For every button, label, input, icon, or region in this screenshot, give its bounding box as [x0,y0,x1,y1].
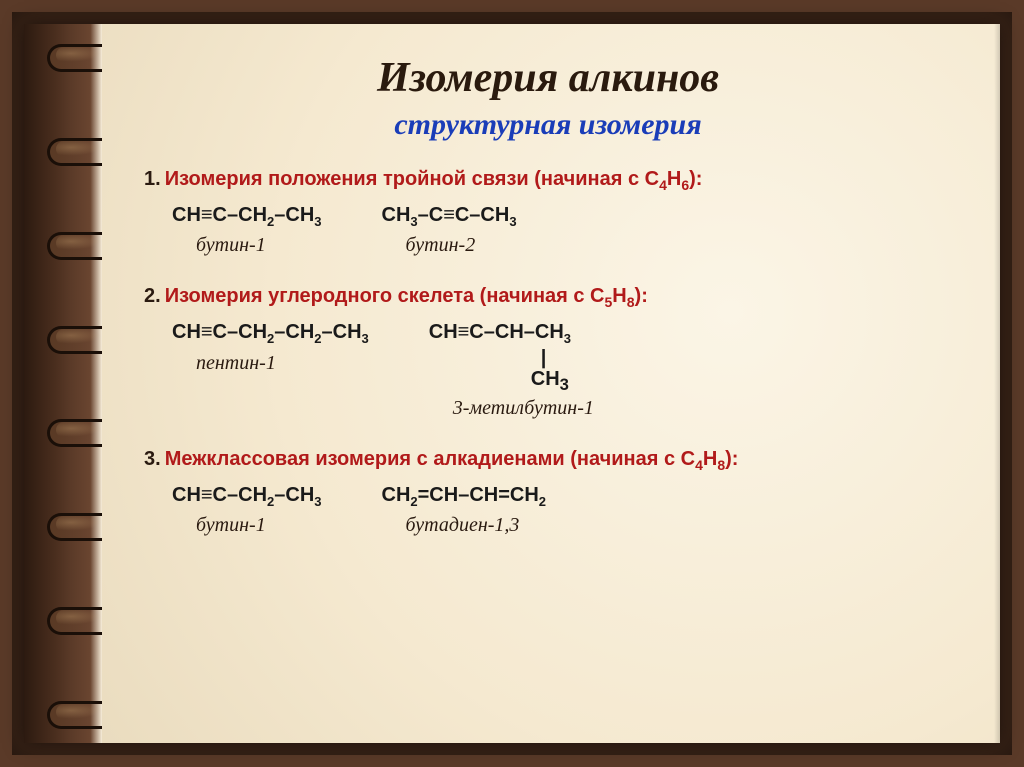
formula-block: CH2=CH–CH=CH2 бутадиен-1,3 [382,483,547,537]
ring-icon [34,605,92,631]
page-wrap: Изомерия алкинов структурная изомерия 1.… [24,24,1000,743]
formula-row: CH≡C–CH2–CH3 бутин-1 CH3–C≡C–CH3 бутин-2 [144,203,952,257]
section: 2.Изомерия углеродного скелета (начиная … [144,285,952,420]
compound-label: бутин-2 [382,234,517,257]
chemical-formula: CH≡C–CH–CH3 [429,320,594,347]
ring-icon [34,417,92,443]
formula-block: CH≡C–CH–CH3|CH3 3-метилбутин-1 [429,320,594,420]
page-content: Изомерия алкинов структурная изомерия 1.… [102,24,1000,743]
section-heading: 3.Межклассовая изомерия с алкадиенами (н… [144,448,952,473]
notebook-spine [24,24,102,743]
chemical-formula: CH≡C–CH2–CH2–CH3 [172,320,369,347]
compound-label: 3-метилбутин-1 [429,397,594,420]
formula-branch: |CH3 [429,348,594,394]
compound-label: бутадиен-1,3 [382,514,547,537]
formula-block: CH3–C≡C–CH3 бутин-2 [382,203,517,257]
section-heading: 2.Изомерия углеродного скелета (начиная … [144,285,952,310]
chemical-formula: CH≡C–CH2–CH3 [172,203,322,230]
formula-row: CH≡C–CH2–CH2–CH3 пентин-1 CH≡C–CH–CH3|CH3 3… [144,320,952,420]
page-subtitle: структурная изомерия [144,108,952,142]
ring-icon [34,511,92,537]
chemical-formula: CH≡C–CH2–CH3 [172,483,322,510]
compound-label: бутин-1 [172,234,322,257]
slide-frame: Изомерия алкинов структурная изомерия 1.… [12,12,1012,755]
section: 1.Изомерия положения тройной связи (начи… [144,168,952,257]
compound-label: бутин-1 [172,514,322,537]
formula-row: CH≡C–CH2–CH3 бутин-1 CH2=CH–CH=CH2 бутадиен… [144,483,952,537]
ring-icon [34,324,92,350]
ring-icon [34,42,92,68]
chemical-formula: CH2=CH–CH=CH2 [382,483,547,510]
formula-block: CH≡C–CH2–CH2–CH3 пентин-1 [172,320,369,420]
ring-icon [34,136,92,162]
section-heading: 1.Изомерия положения тройной связи (начи… [144,168,952,193]
ring-icon [34,230,92,256]
ring-icon [34,699,92,725]
compound-label: пентин-1 [172,352,369,375]
section: 3.Межклассовая изомерия с алкадиенами (н… [144,448,952,537]
chemical-formula: CH3–C≡C–CH3 [382,203,517,230]
formula-block: CH≡C–CH2–CH3 бутин-1 [172,203,322,257]
formula-block: CH≡C–CH2–CH3 бутин-1 [172,483,322,537]
page-title: Изомерия алкинов [144,54,952,102]
